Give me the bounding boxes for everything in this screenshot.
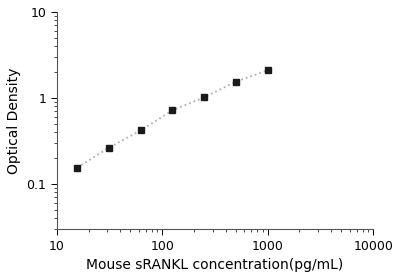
X-axis label: Mouse sRANKL concentration(pg/mL): Mouse sRANKL concentration(pg/mL) [86, 258, 344, 272]
Y-axis label: Optical Density: Optical Density [7, 67, 21, 174]
